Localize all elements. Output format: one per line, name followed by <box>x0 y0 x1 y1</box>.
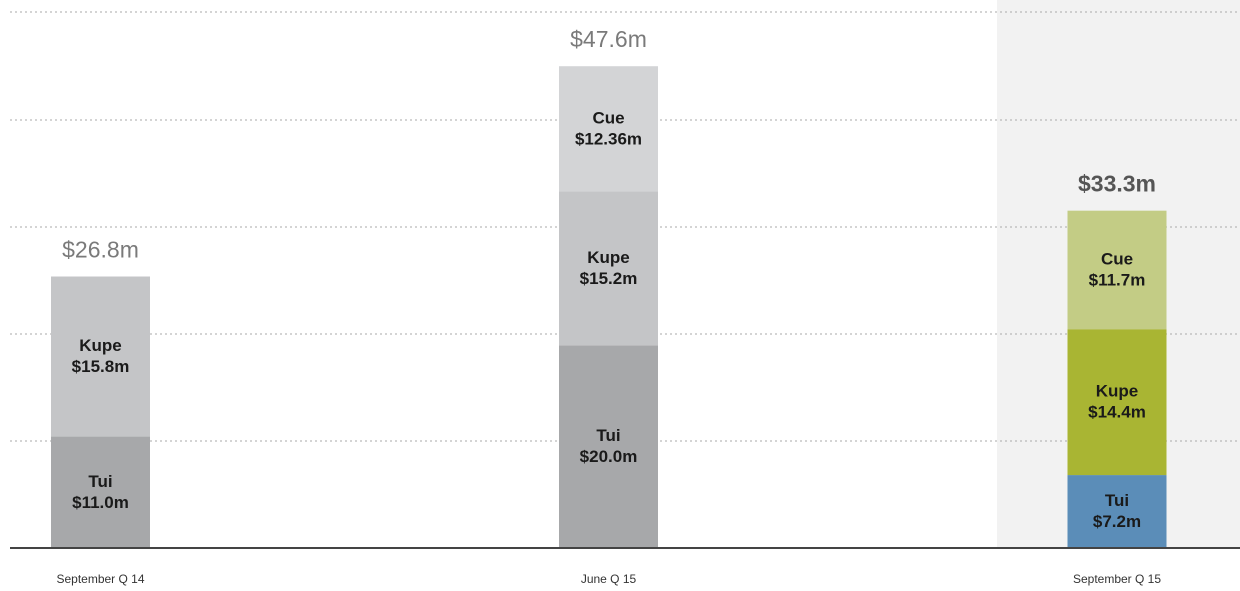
bar-segment <box>1067 475 1167 548</box>
x-tick-label: June Q 15 <box>581 572 637 586</box>
segment-name: Kupe <box>79 336 122 355</box>
bar-segment <box>1067 329 1167 476</box>
segment-name: Kupe <box>1096 382 1139 401</box>
segment-value: $7.2m <box>1093 512 1141 531</box>
segment-value: $15.2m <box>580 269 638 288</box>
segment-name: Tui <box>596 426 620 445</box>
segment-name: Tui <box>88 472 112 491</box>
segment-value: $20.0m <box>580 447 638 466</box>
bar-segment <box>559 191 658 346</box>
x-tick-label: September Q 14 <box>56 572 144 586</box>
segment-name: Kupe <box>587 248 630 267</box>
segment-value: $12.36m <box>575 129 642 148</box>
total-label: $47.6m <box>570 26 647 52</box>
segment-value: $11.7m <box>1089 270 1146 289</box>
total-label: $33.3m <box>1078 171 1156 197</box>
segment-name: Cue <box>592 108 624 127</box>
bar-segment <box>1067 210 1167 330</box>
bar-segment <box>559 345 658 548</box>
segment-value: $11.0m <box>72 493 129 512</box>
bar-segment <box>51 276 150 437</box>
segment-value: $14.4m <box>1088 403 1146 422</box>
x-tick-label: September Q 15 <box>1073 572 1161 586</box>
bar-segment <box>559 66 658 192</box>
segment-value: $15.8m <box>72 357 130 376</box>
bar-segment <box>51 436 150 548</box>
segment-name: Tui <box>1105 491 1129 510</box>
total-label: $26.8m <box>62 237 139 263</box>
segment-name: Cue <box>1101 249 1133 268</box>
